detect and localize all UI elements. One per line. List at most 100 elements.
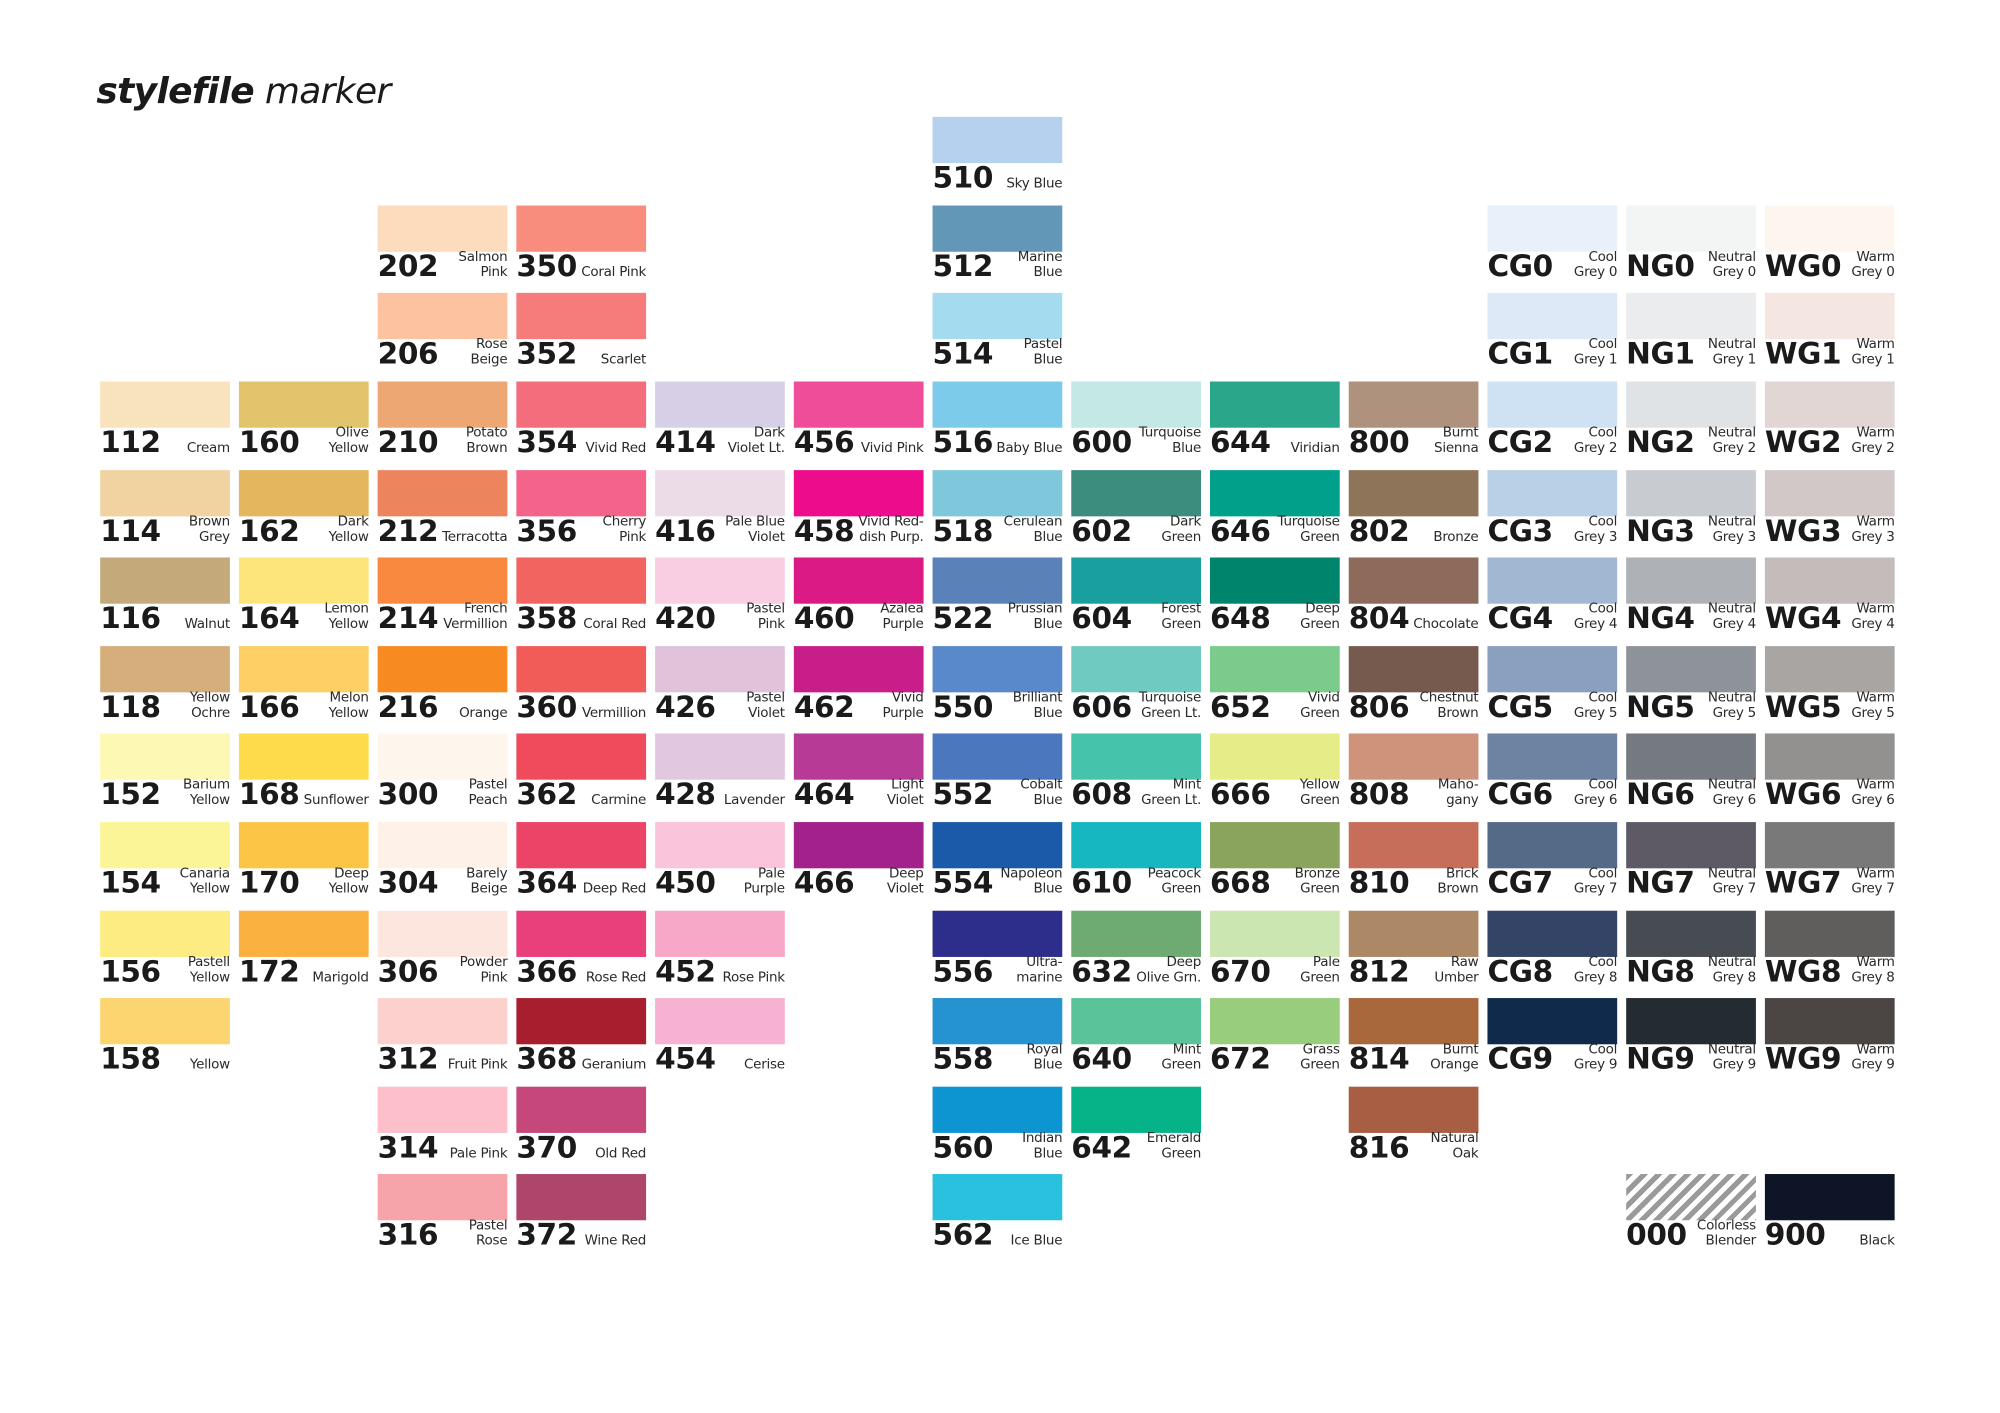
color-chip	[1626, 205, 1756, 252]
color-name: Cobalt Blue	[1020, 777, 1063, 809]
color-code: 460	[793, 602, 855, 637]
color-name: Warm Grey 7	[1851, 865, 1895, 897]
color-code: NG0	[1626, 250, 1695, 284]
swatch-CG0: CG0 Cool Grey 0	[1487, 205, 1617, 284]
color-chip	[516, 381, 647, 428]
color-chip	[238, 733, 369, 781]
color-name: Forest Green	[1161, 601, 1202, 633]
color-name: Neutral Grey 4	[1707, 601, 1756, 633]
swatch-358: 358 Coral Red	[516, 557, 646, 637]
color-chip	[100, 381, 230, 428]
color-code: 304	[377, 867, 439, 901]
color-chip	[1071, 910, 1202, 957]
color-code: WG4	[1764, 602, 1842, 637]
color-chip	[1764, 293, 1895, 340]
swatch-000: 000 Colorless Blender	[1626, 1174, 1756, 1253]
color-name: Geranium	[581, 1057, 647, 1073]
swatch-452: 452 Rose Pink	[655, 910, 785, 989]
color-chip	[516, 822, 647, 869]
color-chip	[1487, 733, 1618, 781]
color-name: Salmon Pink	[458, 248, 508, 280]
swatch-804: 804 Chocolate	[1348, 557, 1479, 636]
color-code: 212	[377, 514, 439, 548]
swatch-352: 352 Scarlet	[516, 293, 646, 372]
swatch-CG7: CG7 Cool Grey 7	[1487, 822, 1618, 900]
color-code: 610	[1071, 867, 1132, 901]
color-chip	[1209, 822, 1340, 869]
color-name: Dark Violet Lt.	[727, 425, 785, 456]
swatch-466: 466 Deep Violet	[793, 822, 924, 900]
color-name: Powder Pink	[459, 953, 508, 985]
color-code: CG6	[1487, 778, 1553, 813]
color-chip	[377, 1086, 508, 1133]
swatch-512: 512 Marine Blue	[932, 205, 1063, 284]
swatch-300: 300 Pastel Peach	[377, 733, 508, 812]
swatch-426: 426 Pastel Violet	[655, 645, 785, 724]
brand-title-rest: marker	[254, 69, 391, 112]
color-code: 652	[1209, 690, 1271, 725]
color-chip	[655, 645, 785, 693]
color-name: Warm Grey 3	[1851, 513, 1895, 545]
swatch-414: 414 Dark Violet Lt.	[655, 381, 785, 460]
color-code: 802	[1348, 514, 1410, 548]
color-code: NG5	[1626, 690, 1695, 725]
color-name: Coral Pink	[581, 264, 647, 280]
color-name: Mint Green	[1161, 1041, 1202, 1073]
swatch-NG0: NG0 Neutral Grey 0	[1626, 205, 1756, 284]
color-chip	[1348, 822, 1479, 869]
color-code: WG2	[1764, 426, 1842, 460]
color-name: Neutral Grey 0	[1707, 248, 1756, 280]
color-name: Neutral Grey 5	[1707, 689, 1756, 721]
color-code: 816	[1348, 1131, 1410, 1165]
swatch-562: 562 Ice Blue	[932, 1174, 1063, 1253]
color-code: 368	[516, 1043, 577, 1077]
color-code: 458	[793, 514, 855, 548]
color-code: 370	[516, 1131, 577, 1165]
swatch-WG5: WG5 Warm Grey 5	[1764, 645, 1895, 724]
color-code: 606	[1071, 690, 1132, 725]
color-name: Turquoise Green Lt.	[1138, 689, 1202, 721]
color-chip	[1487, 381, 1618, 428]
swatch-CG3: CG3 Cool Grey 3	[1487, 469, 1617, 548]
color-chip	[1209, 469, 1340, 516]
color-chip	[655, 381, 785, 428]
color-code: 454	[655, 1043, 716, 1077]
color-chip	[238, 557, 369, 604]
color-name: French Vermillion	[443, 601, 508, 633]
swatch-NG6: NG6 Neutral Grey 6	[1626, 733, 1756, 812]
color-code: 646	[1209, 514, 1271, 548]
swatch-166: 166 Melon Yellow	[238, 645, 369, 724]
color-chip	[932, 1086, 1063, 1133]
swatch-900: 900 Black	[1764, 1174, 1895, 1253]
color-code: 158	[100, 1043, 161, 1077]
color-name: Warm Grey 8	[1851, 953, 1895, 985]
color-chip	[1626, 1174, 1756, 1221]
color-name: Cool Grey 7	[1573, 865, 1618, 897]
swatch-806: 806 Chestnut Brown	[1348, 645, 1479, 724]
color-name: Pastel Violet	[746, 689, 785, 721]
color-code: 114	[100, 514, 161, 548]
color-name: Raw Umber	[1434, 953, 1479, 985]
swatch-550: 550 Brilliant Blue	[932, 645, 1063, 724]
color-code: 168	[238, 778, 300, 813]
color-name: Rose Red	[585, 969, 647, 985]
color-chip	[1348, 1086, 1479, 1133]
color-code: 358	[516, 602, 577, 637]
color-name: Brick Brown	[1437, 865, 1479, 897]
color-name: Neutral Grey 2	[1707, 425, 1756, 456]
color-code: 214	[377, 602, 439, 637]
color-code: WG0	[1764, 250, 1842, 284]
color-name: Vivid Red- dish Purp.	[858, 513, 924, 545]
swatch-354: 354 Vivid Red	[516, 381, 647, 460]
color-chip	[655, 469, 785, 516]
color-chip	[1764, 469, 1895, 516]
color-code: 170	[238, 867, 300, 901]
swatch-350: 350 Coral Pink	[516, 205, 647, 284]
swatch-356: 356 Cherry Pink	[516, 469, 646, 548]
swatch-600: 600 Turquoise Blue	[1071, 381, 1201, 460]
color-chip	[100, 910, 230, 957]
color-name: Neutral Grey 7	[1707, 865, 1756, 897]
color-chip	[377, 822, 508, 869]
color-chip	[1071, 998, 1202, 1045]
color-name: Sunflower	[303, 793, 369, 809]
